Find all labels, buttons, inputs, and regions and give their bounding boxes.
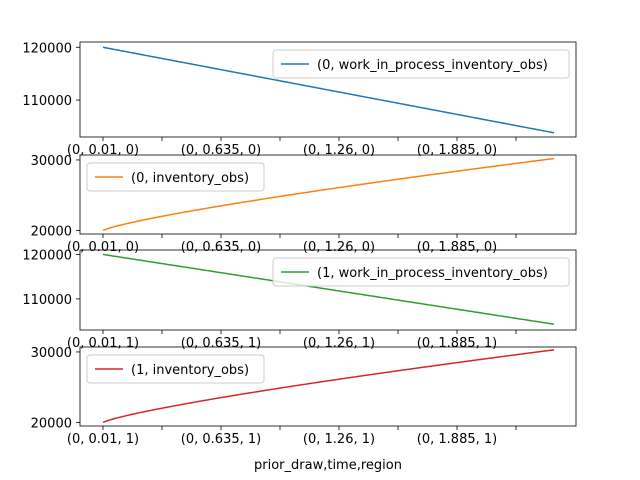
series-line-0: [102, 253, 555, 325]
legend-box: [86, 354, 265, 384]
legend-box: [86, 162, 265, 192]
x-tick-label: (0, 0.635, 1): [181, 336, 261, 351]
y-tick-label: 30000: [31, 154, 72, 169]
axes-frame: [79, 346, 577, 427]
axes-frame: [79, 41, 577, 138]
legend-label: (0, work_in_process_inventory_obs): [317, 58, 548, 73]
x-tick-label: (0, 1.885, 1): [417, 336, 497, 351]
legend: (0, work_in_process_inventory_obs): [272, 49, 570, 79]
series-line-0: [102, 349, 555, 424]
subplot-2: 110000 120000 (0, 0.01, 1) (0, 0.635, 1) (0,…: [22, 248, 577, 351]
x-tick-label: (0, 1.885, 1): [417, 432, 497, 447]
x-tick-label: (0, 0.635, 0): [181, 143, 261, 158]
x-tick-label: (0, 0.01, 0): [67, 240, 139, 255]
x-tick-label: (0, 0.635, 1): [181, 432, 261, 447]
x-tick-label: (0, 1.26, 1): [303, 336, 375, 351]
legend: (1, inventory_obs): [86, 354, 265, 384]
y-tick-label: 30000: [31, 346, 72, 361]
x-tick-label: (0, 1.26, 1): [303, 432, 375, 447]
legend-label: (1, inventory_obs): [131, 363, 249, 378]
x-tick-label: (0, 0.01, 0): [67, 143, 139, 158]
x-tick-label: (0, 1.26, 0): [303, 240, 375, 255]
legend-label: (1, work_in_process_inventory_obs): [317, 266, 548, 281]
legend-box: [272, 257, 570, 287]
subplot-0: 110000 120000 (0, 0.01, 0) (0, 0.635, 0) (0,…: [22, 41, 577, 158]
y-tick-label: 20000: [31, 224, 72, 239]
x-tick-label: (0, 1.885, 0): [417, 240, 497, 255]
legend: (1, work_in_process_inventory_obs): [272, 257, 570, 287]
legend-box: [272, 49, 570, 79]
subplot-3: 20000 30000 (0, 0.01, 1) (0, 0.635, 1) (0, 1…: [31, 346, 577, 447]
y-tick-label: 20000: [31, 416, 72, 431]
axes-frame: [79, 154, 577, 235]
series-line-0: [102, 46, 555, 134]
subplot-1: 20000 30000 (0, 0.01, 0) (0, 0.635, 0) (0, 1…: [31, 154, 577, 255]
axes-frame: [79, 249, 577, 331]
x-tick-label: (0, 1.885, 0): [417, 143, 497, 158]
x-axis-label: prior_draw,time,region: [254, 458, 402, 473]
legend-label: (0, inventory_obs): [131, 171, 249, 186]
x-tick-label: (0, 0.01, 1): [67, 432, 139, 447]
x-tick-label: (0, 0.01, 1): [67, 336, 139, 351]
x-tick-label: (0, 1.26, 0): [303, 143, 375, 158]
x-tick-label: (0, 0.635, 0): [181, 240, 261, 255]
y-tick-label: 110000: [22, 94, 72, 109]
y-tick-label: 110000: [22, 293, 72, 308]
series-line-0: [102, 157, 555, 232]
y-tick-label: 120000: [22, 248, 72, 263]
y-tick-label: 120000: [22, 41, 72, 56]
legend: (0, inventory_obs): [86, 162, 265, 192]
